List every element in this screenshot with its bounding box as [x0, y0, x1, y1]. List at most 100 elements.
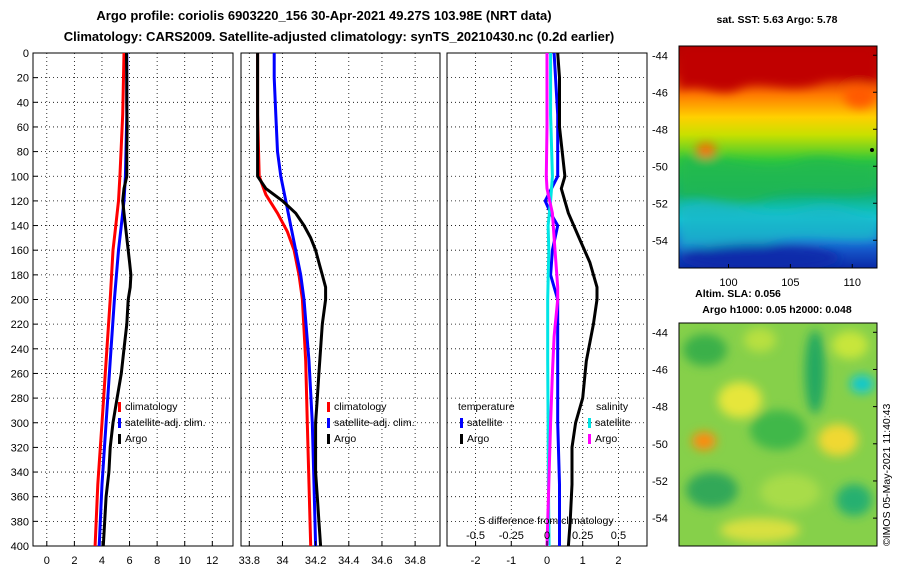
- difference-xlabel: S difference from climatology: [478, 515, 614, 527]
- x-tick-label: 0: [44, 555, 50, 567]
- series-climatology: [93, 52, 126, 547]
- sla-map: Altim. SLA: 0.056 Argo h1000: 0.05 h2000…: [652, 288, 878, 547]
- depth-y-ticks: 0 20 40 60 80 100 120 140 160 180 200 220 240 260 280 3…: [11, 48, 38, 553]
- lat-tick-label: -50: [652, 161, 668, 173]
- lon-tick-label: 105: [781, 277, 799, 289]
- lat-tick-label: -50: [652, 439, 668, 451]
- x-tick-label: 2: [71, 555, 77, 567]
- difference-x-ticks: -2 -1 0 1 2: [471, 541, 621, 567]
- difference-legend: temperature satellite Argo salinity sate…: [458, 401, 631, 445]
- lat-tick-label: -44: [652, 327, 668, 339]
- salinity-plot-frame: [240, 52, 441, 547]
- salinity-diff-tick-label: 0.5: [611, 530, 626, 542]
- legend-sal-satellite-swatch: [588, 418, 591, 428]
- temperature-lines: [93, 52, 133, 547]
- x-tick-label: 34.6: [371, 555, 392, 567]
- legend-sal-argo: Argo: [595, 433, 617, 445]
- sst-field: [679, 46, 877, 268]
- lat-tick-label: -52: [652, 476, 668, 488]
- x-tick-label: 2: [615, 555, 621, 567]
- legend-argo: Argo: [334, 433, 356, 445]
- depth-tick-label: 360: [11, 492, 29, 504]
- lat-tick-label: -46: [652, 87, 668, 99]
- salinity-lines: [256, 53, 328, 547]
- depth-tick-label: 60: [17, 122, 29, 134]
- x-tick-label: 34.4: [338, 555, 359, 567]
- x-tick-label: 6: [126, 555, 132, 567]
- imos-watermark: ©IMOS 05-May-2021 11:40:43: [881, 403, 893, 546]
- salinity-diff-tick-label: 0.25: [572, 530, 593, 542]
- depth-tick-label: 0: [23, 48, 29, 60]
- x-tick-label: 1: [580, 555, 586, 567]
- temperature-legend: climatology satellite-adj. clim. Argo: [118, 401, 206, 445]
- x-tick-label: 8: [154, 555, 160, 567]
- sla-lat-ticks: -44 -46 -48 -50 -52 -54: [652, 327, 877, 525]
- legend-climatology-swatch: [118, 402, 121, 412]
- temperature-x-ticks: 0 2 4 6 8 10 12: [44, 541, 218, 567]
- x-tick-label: 0: [544, 555, 550, 567]
- title-line1: Argo profile: coriolis 6903220_156 30-Ap…: [96, 8, 551, 23]
- legend-argo-swatch: [327, 434, 330, 444]
- depth-tick-label: 240: [11, 344, 29, 356]
- legend-temp-satellite-swatch: [460, 418, 463, 428]
- legend-satellite-adj: satellite-adj. clim.: [125, 417, 206, 429]
- x-tick-label: -2: [471, 555, 481, 567]
- depth-tick-label: 220: [11, 319, 29, 331]
- temperature-panel: 0 2 4 6 8 10 12 0 20 40 60 80 100 120 140 160 180 200 220…: [11, 48, 234, 567]
- lat-tick-label: -44: [652, 50, 668, 62]
- legend-sal-satellite: satellite: [595, 417, 631, 429]
- x-tick-label: 33.8: [239, 555, 260, 567]
- series-temperature-argo: [556, 52, 599, 547]
- depth-tick-label: 200: [11, 295, 29, 307]
- legend-climatology: climatology: [334, 401, 387, 413]
- x-tick-label: -1: [506, 555, 516, 567]
- legend-temp-argo: Argo: [467, 433, 489, 445]
- legend-sal-argo-swatch: [588, 434, 591, 444]
- legend-satellite-swatch: [118, 418, 121, 428]
- depth-tick-label: 160: [11, 245, 29, 257]
- sst-map-title: sat. SST: 5.63 Argo: 5.78: [717, 14, 838, 26]
- depth-tick-label: 400: [11, 541, 29, 553]
- series-satellite-adj-clim-: [272, 53, 318, 547]
- salinity-diff-tick-label: -0.25: [499, 530, 524, 542]
- depth-tick-label: 40: [17, 97, 29, 109]
- depth-tick-label: 100: [11, 171, 29, 183]
- legend-temp-satellite: satellite: [467, 417, 503, 429]
- depth-tick-label: 80: [17, 147, 29, 159]
- depth-tick-label: 340: [11, 467, 29, 479]
- legend-argo-swatch: [118, 434, 121, 444]
- x-tick-label: 34: [276, 555, 288, 567]
- lat-tick-label: -54: [652, 235, 668, 247]
- sst-lat-ticks: -44 -46 -48 -50 -52 -54: [652, 50, 877, 247]
- argo-location-marker: [870, 148, 874, 152]
- salinity-difference-ticks: -0.5 -0.25 0 0.25 0.5: [466, 530, 626, 542]
- x-tick-label: 34.2: [305, 555, 326, 567]
- sla-map-frame: [678, 322, 878, 547]
- title-line2: Climatology: CARS2009. Satellite-adjuste…: [64, 29, 615, 44]
- series-salinity-satellite: [546, 53, 554, 547]
- series-argo: [101, 52, 133, 547]
- series-temperature-satellite: [543, 52, 561, 546]
- series-salinity-argo: [544, 53, 560, 547]
- lat-tick-label: -54: [652, 513, 668, 525]
- salinity-x-ticks: 33.8 34 34.2 34.4 34.6 34.8: [239, 541, 426, 567]
- sla-map-title-line1: Altim. SLA: 0.056: [695, 288, 781, 300]
- salinity-diff-tick-label: 0: [544, 530, 550, 542]
- sla-map-title-line2: Argo h1000: 0.05 h2000: 0.048: [702, 304, 852, 316]
- temperature-grid: [33, 52, 233, 547]
- difference-panel: -2 -1 0 1 2 -0.5 -0.25 0 0.25 0.5 temperature sa…: [446, 52, 648, 567]
- salinity-legend: climatology satellite-adj. clim. Argo: [327, 401, 415, 445]
- lon-tick-label: 100: [719, 277, 737, 289]
- x-tick-label: 12: [206, 555, 218, 567]
- legend-climatology: climatology: [125, 401, 178, 413]
- depth-tick-label: 320: [11, 442, 29, 454]
- difference-lines: [543, 52, 599, 547]
- depth-tick-label: 140: [11, 221, 29, 233]
- sst-map: sat. SST: 5.63 Argo: 5.78 -44 -46 -48 -50 -5…: [652, 14, 878, 289]
- legend-salinity-title: salinity: [596, 401, 629, 413]
- depth-tick-label: 20: [17, 73, 29, 85]
- x-tick-label: 4: [99, 555, 105, 567]
- legend-climatology-swatch: [327, 402, 330, 412]
- lat-tick-label: -46: [652, 364, 668, 376]
